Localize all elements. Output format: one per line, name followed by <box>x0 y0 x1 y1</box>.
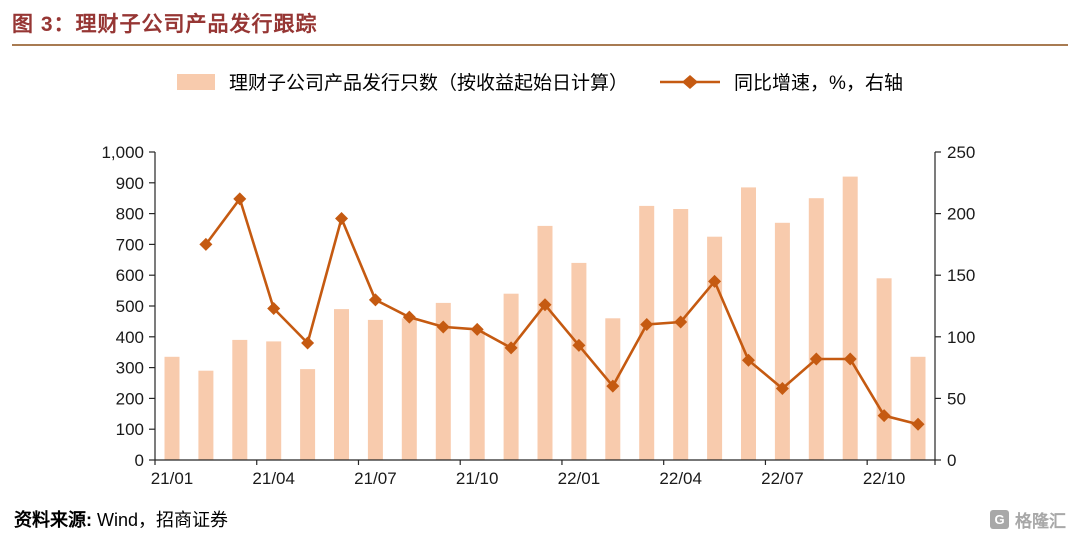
x-axis-label: 22/04 <box>659 469 702 488</box>
left-axis-label: 400 <box>116 328 144 347</box>
title-divider <box>12 44 1068 46</box>
line-marker-22/07 <box>775 382 789 396</box>
bar-21/11 <box>503 293 519 460</box>
yoy-growth-line <box>204 195 919 426</box>
x-axis-label: 21/04 <box>252 469 295 488</box>
bar-21/01 <box>164 356 180 460</box>
bar-21/07 <box>367 319 383 460</box>
bar-22/06 <box>741 187 756 460</box>
bar-22/05 <box>707 236 723 460</box>
left-axis-label: 900 <box>116 174 144 193</box>
line-series-label: 同比增速，%，右轴 <box>734 73 903 94</box>
line-marker-21/11 <box>504 341 518 355</box>
x-axis-label: 21/01 <box>151 469 194 488</box>
x-axis-label: 22/07 <box>761 469 804 488</box>
bar-21/08 <box>401 318 417 460</box>
line-marker-22/09 <box>843 352 857 366</box>
bar-series-label: 理财子公司产品发行只数（按收益起始日计算） <box>229 73 629 94</box>
right-axis-label: 250 <box>947 143 975 162</box>
left-axis-label: 1,000 <box>101 143 144 162</box>
line-marker-22/04 <box>674 315 688 329</box>
issuance-chart: 0 100 200 300 400 500 600 700 800 900 1,000 0 50 100 1… <box>101 143 975 488</box>
right-axis-label: 100 <box>947 328 975 347</box>
bar-22/09 <box>842 176 858 460</box>
left-axis-label: 200 <box>116 389 144 408</box>
x-axis-label: 22/01 <box>558 469 601 488</box>
figure-title: 图 3：理财子公司产品发行跟踪 <box>12 13 318 36</box>
bar-22/03 <box>639 205 655 460</box>
gelonghui-logo-text: 格隆汇 <box>1015 511 1066 531</box>
x-axis-label: 21/07 <box>354 469 397 488</box>
bar-21/02 <box>198 370 214 460</box>
bar-22/10 <box>876 278 892 460</box>
left-axis-label: 800 <box>116 205 144 224</box>
figure-footer: 资料来源: Wind，招商证券 G 格隆汇 <box>0 506 1080 532</box>
right-axis-label: 50 <box>947 389 966 408</box>
source-label: 资料来源: <box>14 510 92 530</box>
source-value: Wind，招商证券 <box>97 510 229 530</box>
bar-series-swatch <box>177 73 216 90</box>
gelonghui-logo: G 格隆汇 <box>990 507 1066 532</box>
line-series-marker <box>660 74 721 90</box>
left-axis-label: 600 <box>116 266 144 285</box>
line-marker-22/06 <box>741 353 755 367</box>
line-marker-21/02 <box>199 237 213 251</box>
source-note: 资料来源: Wind，招商证券 <box>14 506 228 532</box>
x-axis-label: 22/10 <box>863 469 906 488</box>
left-axis-label: 500 <box>116 297 144 316</box>
bar-22/04 <box>673 209 689 460</box>
left-axis-label: 100 <box>116 420 144 439</box>
line-marker-21/07 <box>368 293 382 307</box>
bar-21/09 <box>435 302 451 460</box>
bar-21/04 <box>266 341 282 460</box>
line-marker-21/09 <box>436 320 450 334</box>
chart-area: 0 100 200 300 400 500 600 700 800 900 1,000 0 50 100 1… <box>0 107 1080 497</box>
figure-header: 图 3：理财子公司产品发行跟踪 <box>0 0 1080 46</box>
right-axis-label: 0 <box>947 451 956 470</box>
bar-21/10 <box>469 330 485 460</box>
left-axis-label: 700 <box>116 235 144 254</box>
left-axis-label: 300 <box>116 359 144 378</box>
bar-21/05 <box>300 369 316 460</box>
line-marker-21/06 <box>335 212 349 226</box>
bar-21/03 <box>232 339 248 460</box>
line-marker-21/04 <box>267 301 281 315</box>
bar-21/12 <box>537 225 553 460</box>
bar-22/08 <box>808 198 824 460</box>
line-marker-22/02 <box>606 379 620 393</box>
bar-21/06 <box>334 309 349 460</box>
line-marker-21/10 <box>470 322 484 336</box>
line-marker-22/10 <box>877 409 891 423</box>
left-axis-label: 0 <box>135 451 144 470</box>
line-marker-21/05 <box>301 336 315 350</box>
line-marker-21/08 <box>402 310 416 324</box>
bar-22/07 <box>774 222 790 460</box>
line-marker-sample-icon <box>660 74 721 89</box>
line-marker-21/12 <box>538 298 552 312</box>
x-axis-label: 21/10 <box>456 469 499 488</box>
line-marker-21/03 <box>233 192 247 206</box>
line-marker-22/03 <box>640 317 654 331</box>
line-marker-22/11 <box>911 417 925 431</box>
line-marker-22/08 <box>809 352 823 366</box>
line-marker-22/01 <box>572 338 586 352</box>
gelonghui-logo-icon: G <box>990 509 1009 529</box>
right-axis-label: 200 <box>947 205 975 224</box>
right-axis-label: 150 <box>947 266 975 285</box>
bar-22/11 <box>910 356 926 460</box>
bar-22/01 <box>571 262 587 460</box>
chart-legend: 理财子公司产品发行只数（按收益起始日计算） 同比增速，%，右轴 <box>0 68 1080 95</box>
line-marker-22/05 <box>708 274 722 288</box>
